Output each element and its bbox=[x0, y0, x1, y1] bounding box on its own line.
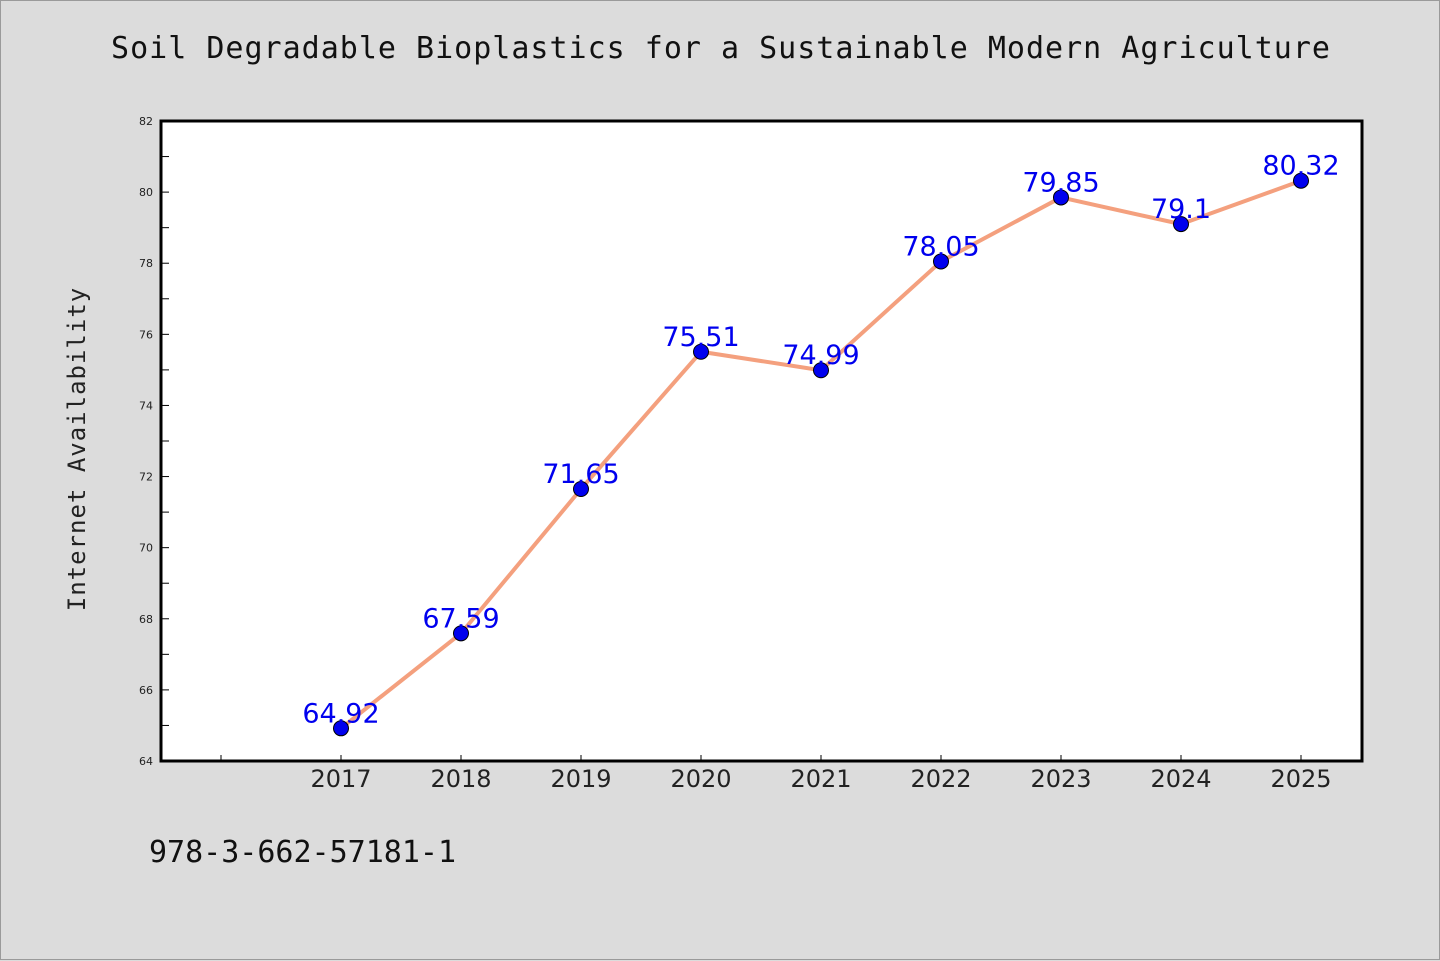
data-point bbox=[1173, 216, 1189, 233]
data-point bbox=[693, 343, 709, 360]
x-tick-label: 2025 bbox=[1270, 765, 1331, 793]
data-label: 80.32 bbox=[1262, 151, 1339, 182]
data-point bbox=[1053, 189, 1069, 206]
x-tick-label: 2021 bbox=[790, 765, 851, 793]
y-tick-label: 76 bbox=[139, 328, 153, 341]
y-tick-label: 74 bbox=[139, 399, 153, 412]
data-label: 67.59 bbox=[422, 603, 499, 634]
x-tick-label: 2019 bbox=[550, 765, 611, 793]
y-tick-label: 80 bbox=[139, 186, 153, 199]
footer-code: 978-3-662-57181-1 bbox=[149, 835, 457, 870]
x-tick-label: 2020 bbox=[670, 765, 731, 793]
y-tick-label: 64 bbox=[139, 755, 153, 768]
data-point bbox=[573, 481, 589, 497]
data-label: 64.92 bbox=[302, 698, 379, 729]
data-label: 74.99 bbox=[782, 340, 859, 371]
data-point bbox=[933, 253, 949, 270]
data-label: 79.1 bbox=[1151, 194, 1211, 225]
x-tick-label: 2024 bbox=[1150, 765, 1211, 793]
data-label: 79.85 bbox=[1022, 167, 1099, 198]
y-tick-label: 70 bbox=[139, 542, 153, 555]
x-tick-label: 2018 bbox=[430, 765, 491, 793]
data-point bbox=[1293, 172, 1309, 189]
x-tick-label: 2022 bbox=[910, 765, 971, 793]
y-tick-label: 72 bbox=[139, 471, 153, 484]
data-label: 71.65 bbox=[542, 459, 619, 490]
y-tick-label: 66 bbox=[139, 684, 153, 697]
plot-area bbox=[161, 121, 1362, 761]
y-tick-label: 68 bbox=[139, 613, 153, 626]
y-tick-label: 78 bbox=[139, 257, 153, 270]
y-tick-label: 82 bbox=[139, 115, 153, 128]
data-point bbox=[333, 720, 349, 737]
data-label: 78.05 bbox=[902, 231, 979, 262]
x-tick-label: 2017 bbox=[310, 765, 371, 793]
plot-border bbox=[159, 119, 1364, 763]
data-label: 75.51 bbox=[662, 322, 739, 353]
data-point bbox=[453, 625, 469, 642]
data-point bbox=[813, 362, 829, 379]
chart-title: Soil Degradable Bioplastics for a Sustai… bbox=[111, 31, 1331, 66]
x-tick-label: 2023 bbox=[1030, 765, 1091, 793]
